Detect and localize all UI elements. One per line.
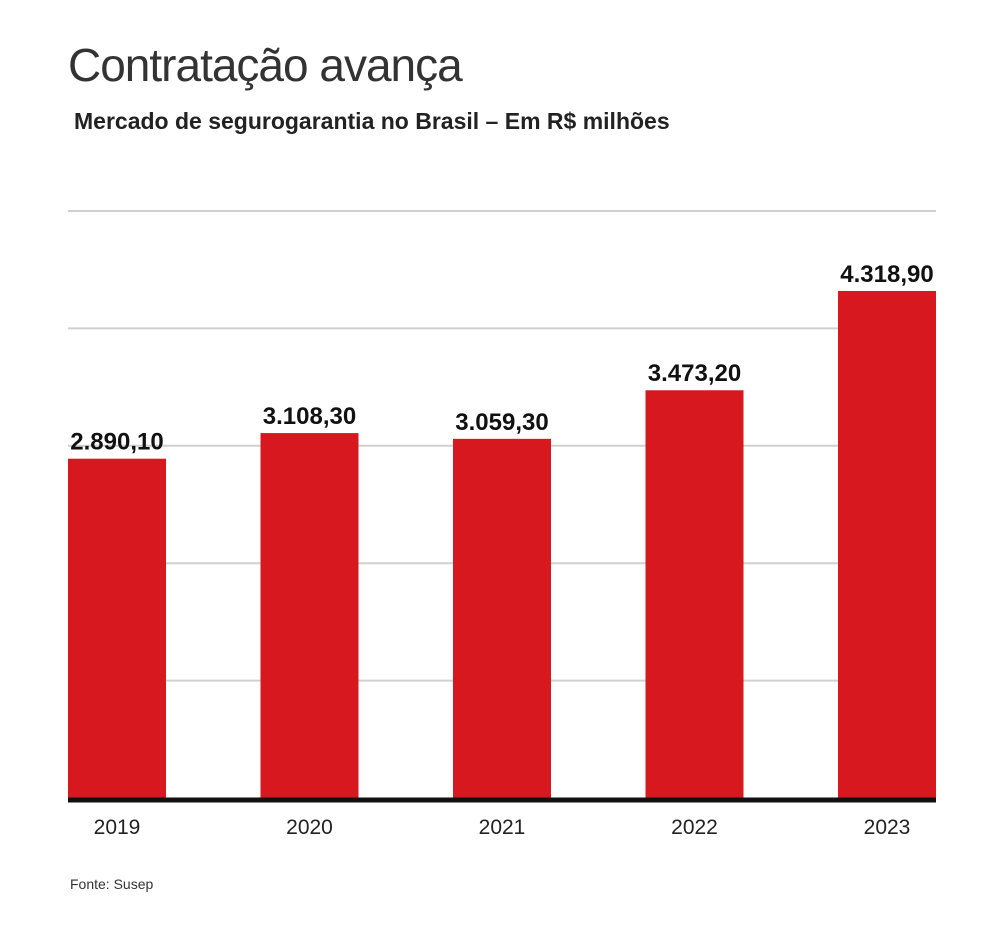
value-label-2019: 2.890,10 (70, 429, 163, 456)
bar-2022 (645, 390, 744, 798)
x-tick-label-2019: 2019 (94, 816, 141, 839)
chart-title: Contratação avança (68, 39, 463, 91)
x-tick-label-2022: 2022 (671, 816, 718, 839)
bar-2020 (260, 433, 359, 798)
x-tick-label-2021: 2021 (479, 816, 526, 839)
value-label-2021: 3.059,30 (455, 409, 548, 436)
value-label-2022: 3.473,20 (648, 360, 741, 387)
bar-2021 (453, 438, 551, 798)
x-tick-label-2020: 2020 (286, 816, 333, 839)
chart-subtitle: Mercado de segurogarantia no Brasil – Em… (74, 108, 670, 134)
x-tick-label-2023: 2023 (864, 816, 911, 839)
value-label-2023: 4.318,90 (840, 261, 933, 288)
bar-2019 (68, 458, 166, 798)
value-label-2020: 3.108,30 (263, 403, 356, 430)
bar-2023 (838, 290, 936, 798)
source-note: Fonte: Susep (70, 876, 154, 892)
